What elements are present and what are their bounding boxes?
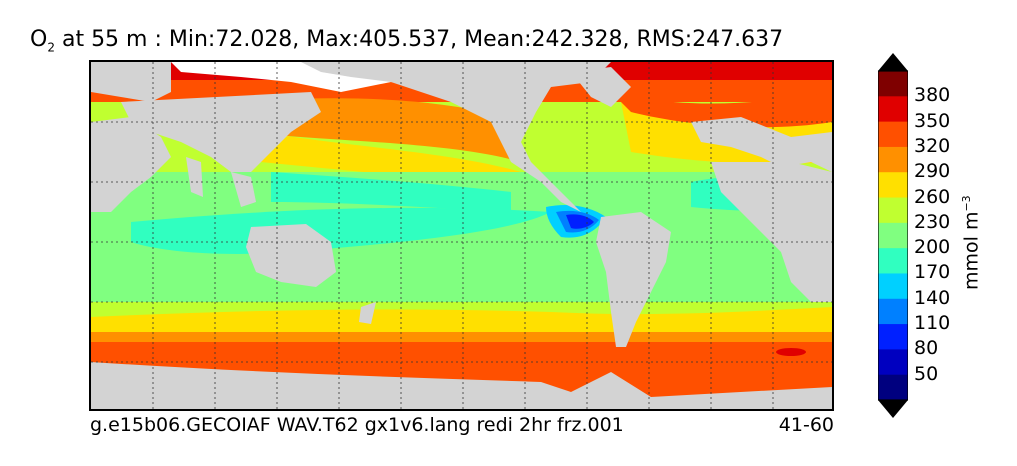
colorbar-tick-label: 170 [914, 261, 951, 284]
colorbar-tick-label: 80 [914, 337, 939, 360]
graticule [91, 62, 832, 409]
colorbar-tick-label: 200 [914, 236, 951, 259]
colorbar-tick-label: 230 [914, 210, 951, 233]
land-indochina [231, 172, 256, 207]
colorbar-unit-label: mmol m−3 [960, 195, 983, 290]
land-india [186, 157, 203, 197]
colorbar-frame [878, 70, 908, 401]
ocean-map [89, 60, 834, 411]
colorbar-tick-label: 320 [914, 134, 951, 157]
land-greenland [571, 67, 631, 107]
land-antarctica [91, 362, 832, 409]
land-north-america [301, 62, 611, 212]
colorbar [878, 53, 908, 418]
year-range: 41-60 [778, 414, 834, 436]
ocean-band-320-north-atlantic [611, 92, 832, 128]
colorbar-segment [878, 374, 908, 401]
land-south-america [596, 212, 671, 347]
colorbar-segment [878, 146, 908, 173]
colorbar-segment [878, 71, 908, 97]
colorbar-segment [878, 222, 908, 249]
colorbar-segment [878, 248, 908, 274]
colorbar-under-arrow [878, 400, 908, 418]
ocean-band-170-pacific [131, 207, 551, 254]
colorbar-segment [878, 298, 908, 325]
colorbar-over-arrow [878, 53, 908, 71]
ocean-band-260-south [91, 307, 832, 337]
land-new-zealand [359, 302, 376, 324]
colorbar-segment [878, 273, 908, 300]
colorbar-tick-label: 140 [914, 286, 951, 309]
colorbar-tick-label: 380 [914, 84, 951, 107]
land-arctic-asia [91, 62, 171, 102]
colorbar-segment [878, 121, 908, 148]
plot-title: O2 at 55 m : Min:72.028, Max:405.537, Me… [30, 27, 784, 55]
land-europe [691, 117, 832, 172]
colorbar-tick-label: 290 [914, 160, 951, 183]
colorbar-segment [878, 172, 908, 199]
land-africa-east [91, 117, 171, 212]
ocean-patch-350-south [776, 348, 806, 356]
colorbar-segment [878, 324, 908, 350]
land-africa [711, 162, 832, 302]
land-asia [121, 92, 321, 172]
colorbar-tick-label: 350 [914, 109, 951, 132]
colorbar-tick-label: 260 [914, 185, 951, 208]
colorbar-segment [878, 197, 908, 224]
colorbar-segments [878, 71, 908, 401]
map-canvas [91, 62, 832, 409]
colorbar-tick-label: 110 [914, 312, 951, 335]
colorbar-segment [878, 96, 908, 123]
colorbar-segment [878, 349, 908, 376]
case-name: g.e15b06.GECOIAF WAV.T62 gx1v6.lang redi… [90, 414, 624, 436]
colorbar-tick-label: 50 [914, 362, 939, 385]
land-australia [246, 224, 336, 287]
ocean-band-290-south [91, 332, 832, 344]
